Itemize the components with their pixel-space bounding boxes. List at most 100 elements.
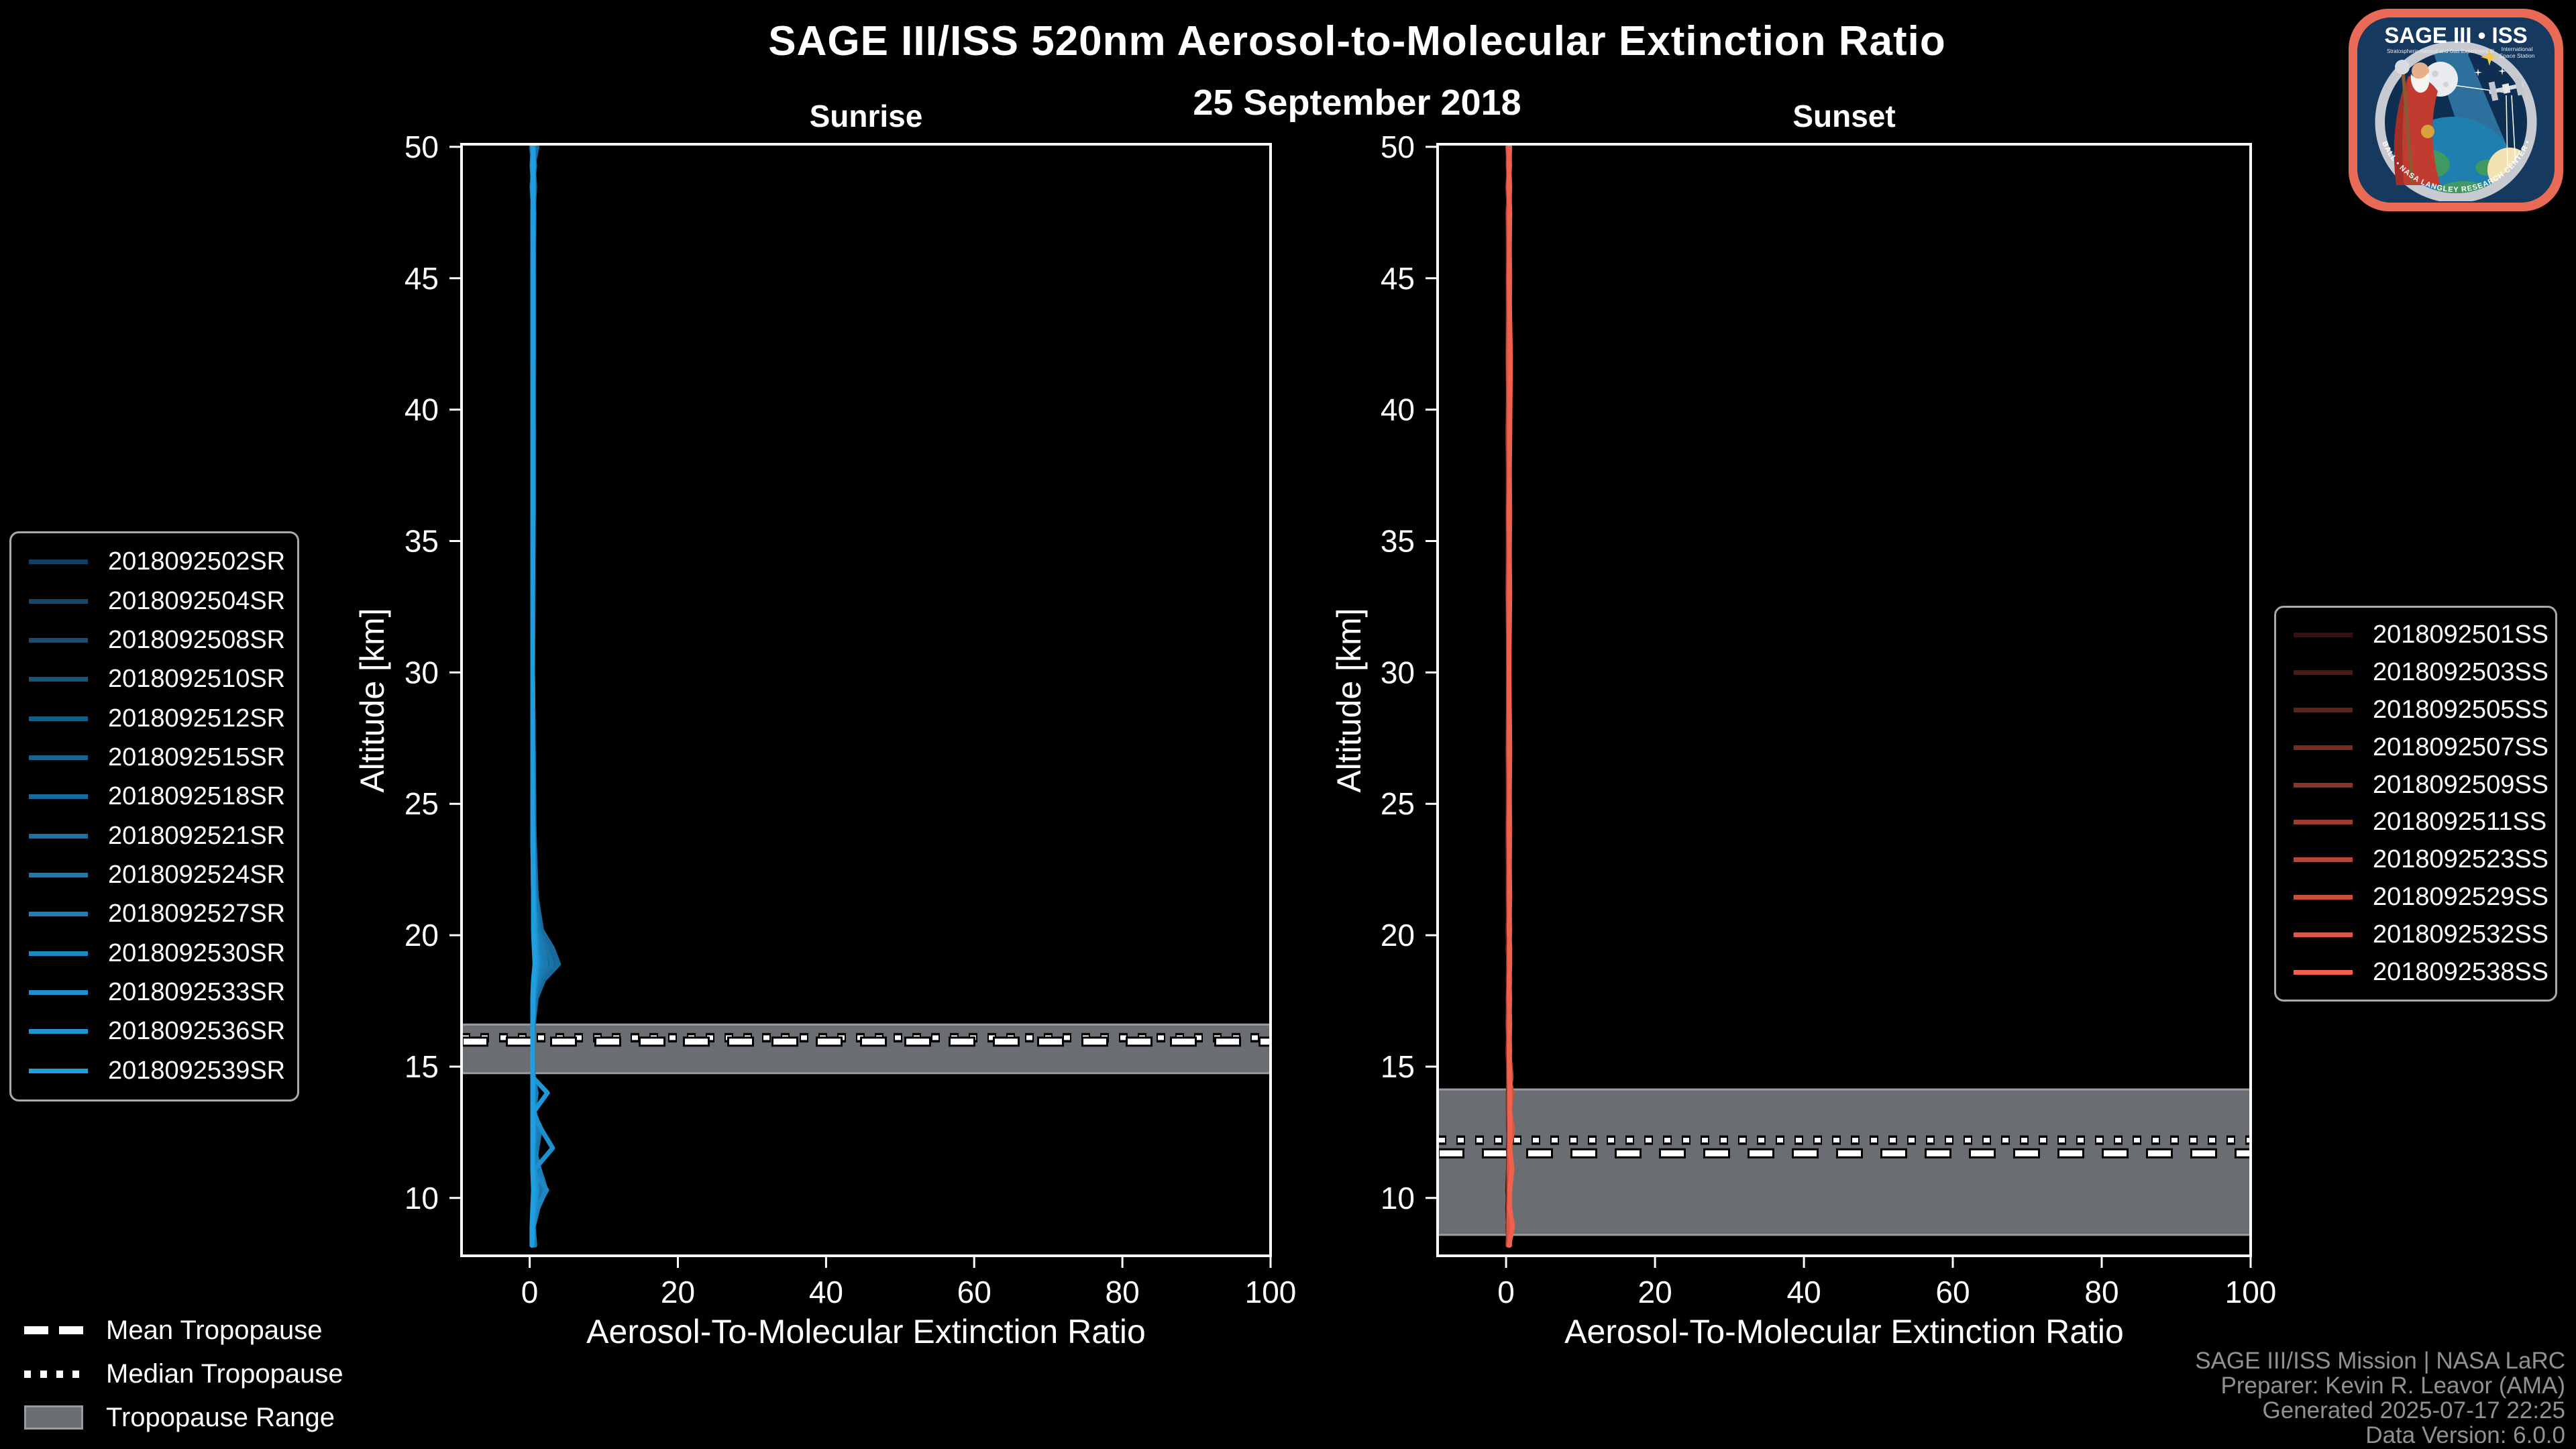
legend-item-label: 2018092509SS: [2373, 770, 2549, 799]
dashed-line-sample-icon: [24, 1326, 83, 1334]
legend-line-sample-icon: [2294, 820, 2353, 825]
axes-border: [1436, 143, 2252, 1257]
legend-item: 2018092521SR: [11, 822, 297, 851]
legend-line-sample-icon: [2294, 745, 2353, 750]
x-tick-label: 100: [2225, 1275, 2277, 1309]
x-tick-label: 100: [1245, 1275, 1297, 1309]
legend-item-label: 2018092505SS: [2373, 695, 2549, 724]
tropopause-legend: Mean Tropopause Median Tropopause Tropop…: [24, 1312, 343, 1443]
x-tick-label: 0: [521, 1275, 539, 1309]
sunrise-legend-rows: 2018092502SR 2018092504SR 2018092508SR 2018…: [11, 537, 297, 1095]
legend-line-sample-icon: [2294, 782, 2353, 788]
y-tick-label: 25: [1381, 786, 1415, 821]
legend-line-sample-icon: [29, 872, 88, 877]
legend-line-sample-icon: [2294, 857, 2353, 863]
legend-item: 2018092539SR: [11, 1057, 297, 1085]
legend-item: 2018092518SR: [11, 782, 297, 811]
legend-item: 2018092510SR: [11, 665, 297, 694]
legend-item-label: 2018092532SS: [2373, 920, 2549, 949]
x-tick-label: 60: [957, 1275, 991, 1309]
legend-item: 2018092512SR: [11, 704, 297, 733]
legend-item: 2018092511SS: [2276, 808, 2555, 837]
legend-item: 2018092503SS: [2276, 658, 2555, 687]
sunrise-plot-area: 0 20 40 60 80 100 10 15 20 25 30 35 40 45 50: [405, 129, 1297, 1309]
sunset-legend-rows: 2018092501SS 2018092503SS 2018092505SS 2018…: [2276, 612, 2555, 996]
credits-block: SAGE III/ISS Mission | NASA LaRC Prepare…: [2195, 1348, 2565, 1448]
sunrise-x-axis-label: Aerosol-To-Molecular Extinction Ratio: [586, 1313, 1146, 1350]
orbit-ring-icon: [2375, 41, 2537, 201]
y-tick-label: 15: [405, 1049, 439, 1084]
sunset-y-axis-label: Altitude [km]: [1330, 608, 1368, 793]
logo-subtitle-space-station: Space Station: [2500, 52, 2535, 59]
legend-item-label: 2018092527SR: [108, 900, 286, 928]
legend-line-sample-icon: [29, 716, 88, 721]
legend-line-sample-icon: [2294, 669, 2353, 675]
legend-item: 2018092507SS: [2276, 733, 2555, 762]
sunset-series-legend: 2018092501SS 2018092503SS 2018092505SS 2018…: [2274, 606, 2557, 1002]
logo-subtitle-left: Stratospheric Aerosol and Gas Experiment…: [2387, 48, 2494, 54]
x-tick-label: 80: [1106, 1275, 1140, 1309]
y-tick-label: 40: [1381, 392, 1415, 427]
mean-tropopause-label: Mean Tropopause: [106, 1315, 323, 1345]
y-tick-label: 20: [1381, 918, 1415, 953]
median-tropopause-legend-item: Median Tropopause: [24, 1356, 343, 1392]
legend-line-sample-icon: [29, 1029, 88, 1034]
legend-item-label: 2018092539SR: [108, 1056, 286, 1085]
sunrise-chart-svg: 0 20 40 60 80 100 10 15 20 25 30 35 40 45 50: [405, 129, 1297, 1309]
mean-tropopause-legend-item: Mean Tropopause: [24, 1312, 343, 1348]
y-tick-label: 30: [405, 655, 439, 690]
legend-line-sample-icon: [2294, 707, 2353, 712]
tropopause-range-legend-item: Tropopause Range: [24, 1399, 343, 1436]
legend-line-sample-icon: [29, 755, 88, 760]
wizard-icon: [2394, 60, 2440, 185]
legend-item-label: 2018092536SR: [108, 1017, 286, 1046]
x-tick-label: 0: [1497, 1275, 1515, 1309]
legend-item-label: 2018092503SS: [2373, 657, 2549, 686]
y-tick-label: 15: [1381, 1049, 1415, 1084]
y-tick-label: 10: [405, 1181, 439, 1216]
legend-line-sample-icon: [2294, 895, 2353, 900]
credit-preparer: Preparer: Kevin R. Leavor (AMA): [2220, 1373, 2565, 1399]
x-tick-label: 20: [661, 1275, 695, 1309]
x-tick-label: 80: [2084, 1275, 2118, 1309]
legend-item-label: 2018092501SS: [2373, 620, 2549, 649]
gray-band-sample-icon: [24, 1405, 83, 1430]
sunrise-panel-title: Sunrise: [809, 99, 923, 133]
legend-item: 2018092501SS: [2276, 621, 2555, 649]
legend-item-label: 2018092515SR: [108, 743, 286, 771]
legend-line-sample-icon: [2294, 932, 2353, 938]
legend-item-label: 2018092533SR: [108, 977, 286, 1006]
x-tick-label: 40: [1787, 1275, 1821, 1309]
legend-item-label: 2018092529SS: [2373, 883, 2549, 912]
sunset-chart-svg: 0 20 40 60 80 100 10 15 20 25 30 35 40 45 50: [1381, 129, 2277, 1309]
figure-title: SAGE III/ISS 520nm Aerosol-to-Molecular …: [768, 18, 1946, 64]
sunset-x-axis-label: Aerosol-To-Molecular Extinction Ratio: [1564, 1313, 2124, 1350]
legend-line-sample-icon: [29, 951, 88, 956]
legend-line-sample-icon: [29, 598, 88, 604]
profile-curve-2018092538SS: [1507, 144, 1515, 1248]
y-tick-label: 45: [1381, 261, 1415, 296]
y-tick-label: 45: [405, 261, 439, 296]
legend-item-label: 2018092521SR: [108, 821, 286, 850]
legend-item: 2018092527SR: [11, 900, 297, 928]
legend-item-label: 2018092508SR: [108, 625, 286, 654]
axes-border: [460, 143, 1272, 1257]
y-tick-label: 35: [1381, 524, 1415, 559]
legend-item: 2018092532SS: [2276, 920, 2555, 949]
legend-line-sample-icon: [2294, 632, 2353, 637]
legend-line-sample-icon: [2294, 970, 2353, 975]
legend-item-label: 2018092507SS: [2373, 733, 2549, 761]
profile-curve-2018092539SR: [529, 144, 537, 1248]
legend-item: 2018092505SS: [2276, 696, 2555, 724]
credit-generated: Generated 2025-07-17 22:25: [2262, 1397, 2565, 1424]
y-tick-label: 40: [405, 392, 439, 427]
x-tick-label: 20: [1638, 1275, 1672, 1309]
legend-item-label: 2018092530SR: [108, 938, 286, 967]
credit-data-version: Data Version: 6.0.0: [2365, 1422, 2565, 1448]
legend-line-sample-icon: [29, 794, 88, 800]
sunrise-y-axis-label: Altitude [km]: [354, 608, 391, 793]
legend-item-label: 2018092504SR: [108, 586, 286, 615]
legend-item-label: 2018092512SR: [108, 704, 286, 733]
legend-item: 2018092529SS: [2276, 883, 2555, 912]
